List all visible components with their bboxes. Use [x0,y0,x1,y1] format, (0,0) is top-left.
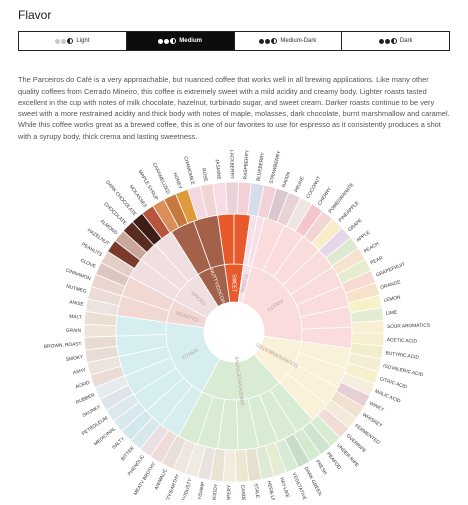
wheel-flavor-label: RAISIN [281,171,292,189]
coffee-description: The Parceiros do Café is a very approach… [18,75,450,141]
wheel-flavor-label: VEGETATIVE [291,472,308,500]
wheel-flavor-label: OVERRIPE [345,433,367,454]
wheel-flavor-label: ANIMALIC [153,467,169,490]
wheel-flavor-label: RASPBERRY [242,150,250,180]
roast-dots-icon [378,38,397,44]
flavor-wheel: SWEET NUTTY/COCOA SPICES ROASTED OTHER GREEN/… [0,147,468,505]
roast-dots-icon [158,38,177,44]
wheel-flavor-label: HAY-LIKE [278,477,290,499]
roast-level-selector: Light Medium Medium-Dark Dark [18,31,450,51]
wheel-flavor-label: GRAPE [347,218,364,234]
roast-dot-icon [67,38,74,44]
wheel-flavor-label: LIME [386,310,398,317]
roast-option-medium[interactable]: Medium [126,32,235,50]
wheel-flavor-label: GRAIN [66,328,82,334]
wheel-flavor-label: MALT [69,314,82,321]
roast-dot-icon [61,38,67,44]
roast-option-label: Medium-Dark [280,38,317,44]
wheel-flavor-label: BLUEBERRY [256,151,267,181]
wheel-flavor-label: ROSE [200,168,208,182]
wheel-flavor-label: CITRIC ACID [379,376,408,391]
wheel-flavor-label: GRAPEFRUIT [375,261,406,278]
wheel-flavor-slice [83,323,117,338]
wheel-flavor-label: COCONUT [305,175,322,199]
wheel-flavor-label: PEANUTS [80,242,103,259]
wheel-flavor-label: PEAR [370,255,385,266]
wheel-flavor-label: SMOKY [65,354,84,363]
wheel-flavor-label: CHAMOMILE [182,156,196,186]
wheel-flavor-label: SOUR AROMATICS [387,323,430,330]
wheel-flavor-label: ACRID [75,380,92,391]
wheel-flavor-label: ISOVALERIC ACID [382,363,424,378]
wheel-flavor-label: FRESH [314,459,328,476]
wheel-flavor-label: MALIC ACID [374,388,402,404]
wheel-flavor-label: PAPERY [226,484,233,500]
wheel-flavor-label: CINNAMON [65,268,92,283]
roast-dot-icon [271,38,278,44]
wheel-flavor-slice [175,188,199,224]
wheel-flavor-label: STRAWBERRY [269,150,283,184]
roast-dot-icon [390,38,397,44]
wheel-flavor-label: ACETIC ACID [387,337,418,345]
wheel-flavor-slice [351,319,385,334]
roast-dot-icon [378,38,384,44]
flavor-wheel-graphic: SWEETNUTTY/COCOASPICESROASTEDOTHERGREEN/… [44,147,430,505]
page-title: Flavor [18,8,52,22]
roast-dot-icon [55,38,61,44]
roast-dot-icon [158,38,164,44]
wheel-flavor-label: PEAPOD [325,451,342,471]
wheel-flavor-label: BUTYRIC ACID [385,350,420,361]
wheel-category-label: SWEET [231,274,237,292]
wheel-flavor-label: RUBBER [75,392,96,406]
wheel-flavor-label: ALMOND [99,218,119,236]
wheel-flavor-label: ORANGE [380,279,402,291]
wheel-flavor-label: BROWN, ROAST [44,341,82,350]
wheel-category-label: FLORAL [239,274,249,294]
roast-option-dark[interactable]: Dark [342,32,449,50]
wheel-flavor-label: PRUNE [294,176,306,194]
wheel-flavor-label: PEACH [363,241,381,255]
roast-dots-icon [259,38,278,44]
roast-dot-icon [170,38,177,44]
roast-option-label: Light [76,38,90,44]
wheel-flavor-label: NUTMEG [65,284,87,295]
roast-dot-icon [259,38,265,44]
wheel-flavor-slice [225,181,239,215]
wheel-flavor-label: ANISE [69,299,84,307]
wheel-flavor-label: APPLE [355,230,371,244]
wheel-flavor-label: WHISKEY [361,412,384,429]
roast-dots-icon [55,38,74,44]
wheel-flavor-label: HONEY [171,172,183,191]
roast-option-medium-dark[interactable]: Medium-Dark [235,32,343,50]
wheel-flavor-label: MOLDY/DAMP [194,481,206,500]
wheel-flavor-label: PHENOLIC [127,453,147,477]
wheel-flavor-label: WINEY [368,401,385,414]
roast-option-light[interactable]: Light [19,32,127,50]
wheel-flavor-label: ASHY [72,367,87,376]
wheel-flavor-label: BITTER [120,445,136,462]
wheel-flavor-label: HAZELNUT [86,227,110,246]
wheel-flavor-label: CARDBOARD [239,485,247,500]
wheel-flavor-label: BLACKBERRY [228,150,234,180]
roast-option-label: Dark [399,38,413,44]
wheel-flavor-label: CLOVE [79,258,96,270]
wheel-flavor-label: LEMON [383,294,401,303]
wheel-flavor-label: MUSTY/DUSTY [178,477,194,500]
roast-dot-icon [265,38,271,44]
roast-dot-icon [384,38,390,44]
wheel-flavor-label: JASMINE [214,159,222,180]
roast-dot-icon [164,38,170,44]
wheel-flavor-label: STALE [252,483,260,499]
wheel-flavor-label: SALTY [111,436,126,451]
wheel-flavor-label: HERB-LIKE [265,480,277,500]
wheel-flavor-label: WOODY [211,483,219,500]
wheel-flavor-label: MOLASSES [128,184,148,209]
wheel-flavor-label: SKUNKY [82,404,103,419]
roast-option-label: Medium [179,38,202,44]
wheel-flavor-label: CHERRY [317,186,334,207]
